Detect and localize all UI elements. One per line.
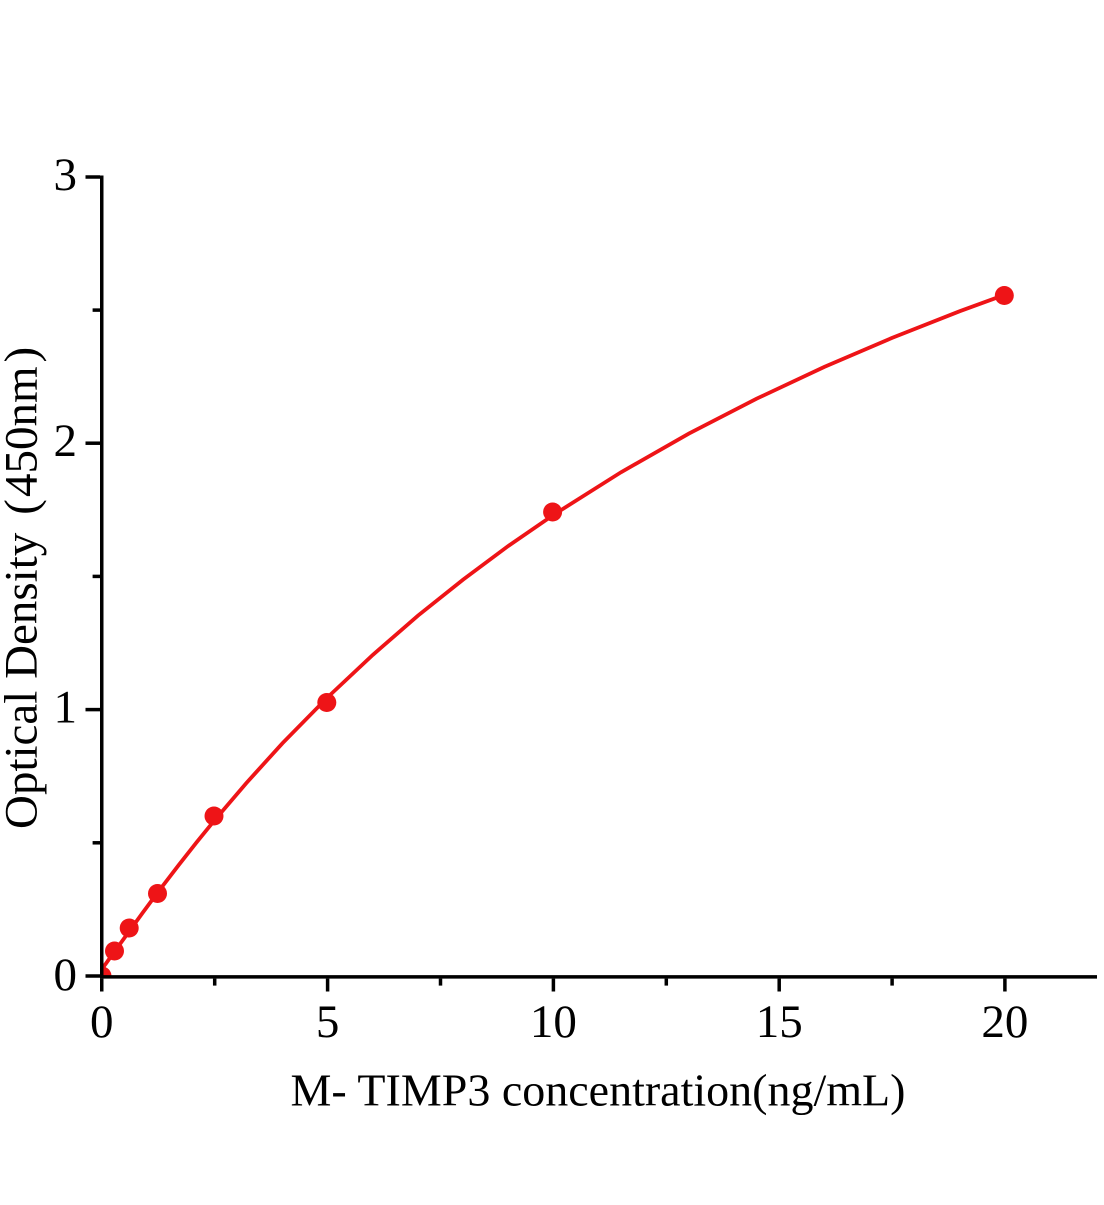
svg-text:0: 0	[90, 996, 114, 1048]
svg-text:5: 5	[316, 996, 340, 1048]
svg-text:20: 20	[981, 996, 1028, 1048]
svg-text:1: 1	[54, 682, 78, 734]
svg-text:M- TIMP3 concentration(ng/mL): M- TIMP3 concentration(ng/mL)	[291, 1065, 906, 1116]
svg-text:3: 3	[54, 149, 78, 201]
svg-text:15: 15	[756, 996, 803, 1048]
svg-text:0: 0	[54, 949, 78, 1001]
svg-text:2: 2	[54, 415, 78, 467]
svg-text:Optical Density(450nm): Optical Density(450nm)	[0, 347, 48, 829]
svg-text:10: 10	[530, 996, 577, 1048]
